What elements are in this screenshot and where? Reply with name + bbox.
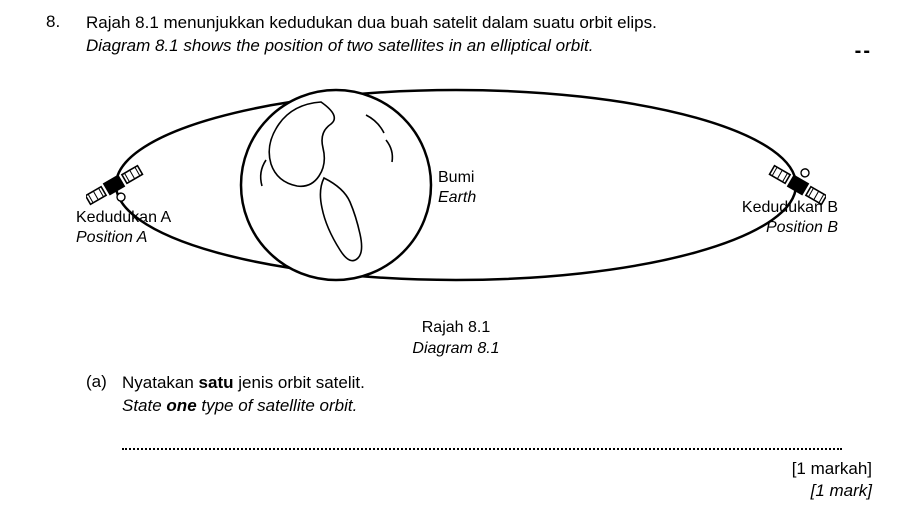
part-a-label: (a) — [86, 372, 107, 392]
caption-my: Rajah 8.1 — [422, 319, 491, 336]
marks: [1 markah] [1 mark] — [792, 458, 872, 502]
part-a-my: Nyatakan satu jenis orbit satelit. — [122, 373, 365, 392]
earth-my: Bumi — [438, 169, 474, 186]
pa-my-pre: Nyatakan — [122, 373, 199, 392]
question-line-en: Diagram 8.1 shows the position of two sa… — [86, 36, 593, 55]
marks-my: [1 markah] — [792, 459, 872, 478]
page: 8. Rajah 8.1 menunjukkan kedudukan dua b… — [0, 0, 912, 511]
marks-en: [1 mark] — [811, 481, 872, 500]
diagram-caption: Rajah 8.1 Diagram 8.1 — [0, 318, 912, 360]
label-position-b: Kedudukan B Position B — [728, 198, 838, 238]
pos-b-my: Kedudukan B — [742, 199, 838, 216]
pa-en-post: type of satellite orbit. — [197, 396, 358, 415]
answer-line — [122, 448, 842, 450]
part-a-en: State one type of satellite orbit. — [122, 396, 357, 415]
question-text: Rajah 8.1 menunjukkan kedudukan dua buah… — [86, 12, 657, 58]
earth-en: Earth — [438, 189, 476, 206]
caption-en: Diagram 8.1 — [412, 340, 499, 357]
diagram-8-1: Kedudukan A Position A Bumi Earth Kedudu… — [86, 70, 826, 330]
label-earth: Bumi Earth — [438, 168, 476, 208]
question-number: 8. — [46, 12, 60, 32]
pos-a-my: Kedudukan A — [76, 209, 171, 226]
pa-my-post: jenis orbit satelit. — [234, 373, 365, 392]
pos-b-en: Position B — [766, 219, 838, 236]
pa-my-bold: satu — [199, 373, 234, 392]
dash-mark: -- — [855, 40, 872, 63]
pa-en-bold: one — [166, 396, 196, 415]
question-line-my: Rajah 8.1 menunjukkan kedudukan dua buah… — [86, 13, 657, 32]
part-a-text: Nyatakan satu jenis orbit satelit. State… — [122, 372, 365, 418]
pa-en-pre: State — [122, 396, 166, 415]
label-position-a: Kedudukan A Position A — [76, 208, 171, 248]
pos-a-en: Position A — [76, 229, 147, 246]
